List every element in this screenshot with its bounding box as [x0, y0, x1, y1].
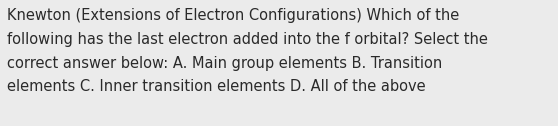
- Text: following has the last electron added into the f orbital? Select the: following has the last electron added in…: [7, 32, 488, 47]
- Text: correct answer below: A. Main group elements B. Transition: correct answer below: A. Main group elem…: [7, 56, 442, 71]
- Text: elements C. Inner transition elements D. All of the above: elements C. Inner transition elements D.…: [7, 79, 426, 94]
- Text: Knewton (Extensions of Electron Configurations) Which of the: Knewton (Extensions of Electron Configur…: [7, 8, 459, 23]
